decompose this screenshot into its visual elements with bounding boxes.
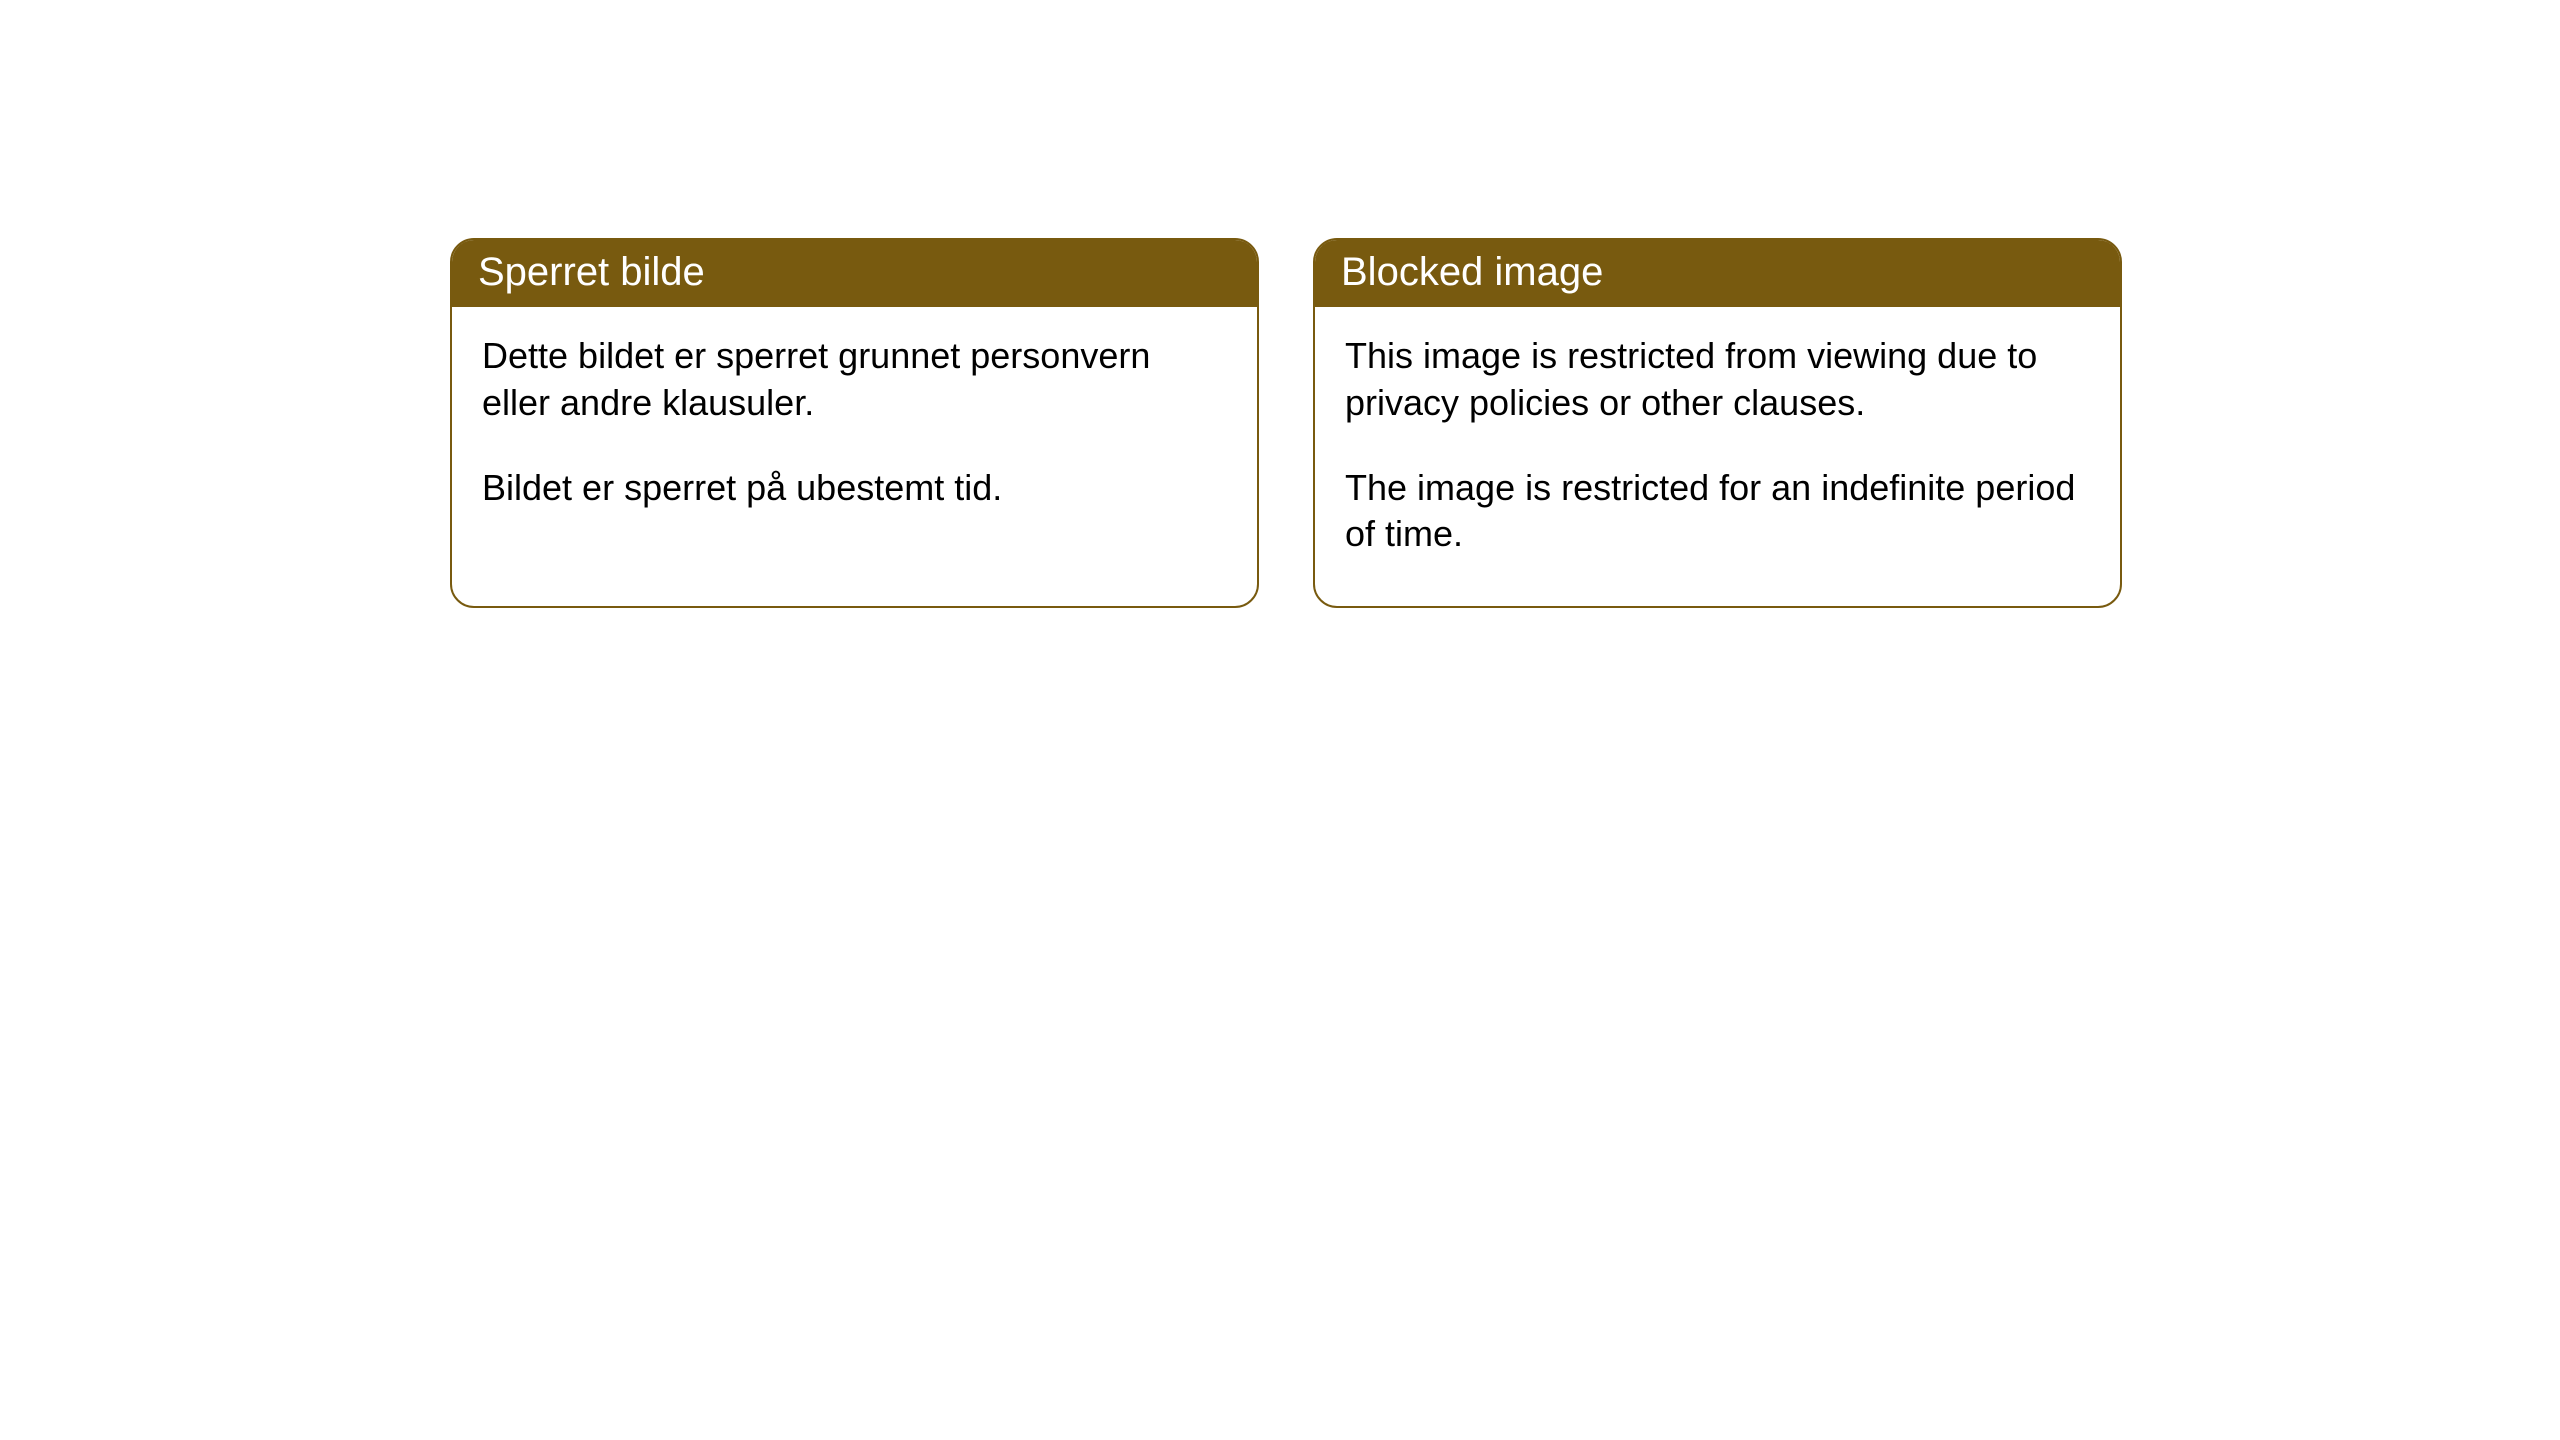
card-paragraph-2: Bildet er sperret på ubestemt tid. [482,465,1227,512]
blocked-image-card-norwegian: Sperret bilde Dette bildet er sperret gr… [450,238,1259,608]
card-paragraph-2: The image is restricted for an indefinit… [1345,465,2090,559]
card-header-english: Blocked image [1315,240,2120,307]
card-container: Sperret bilde Dette bildet er sperret gr… [0,0,2560,608]
card-paragraph-1: Dette bildet er sperret grunnet personve… [482,333,1227,427]
blocked-image-card-english: Blocked image This image is restricted f… [1313,238,2122,608]
card-body-norwegian: Dette bildet er sperret grunnet personve… [452,307,1257,559]
card-body-english: This image is restricted from viewing du… [1315,307,2120,606]
card-paragraph-1: This image is restricted from viewing du… [1345,333,2090,427]
card-header-norwegian: Sperret bilde [452,240,1257,307]
